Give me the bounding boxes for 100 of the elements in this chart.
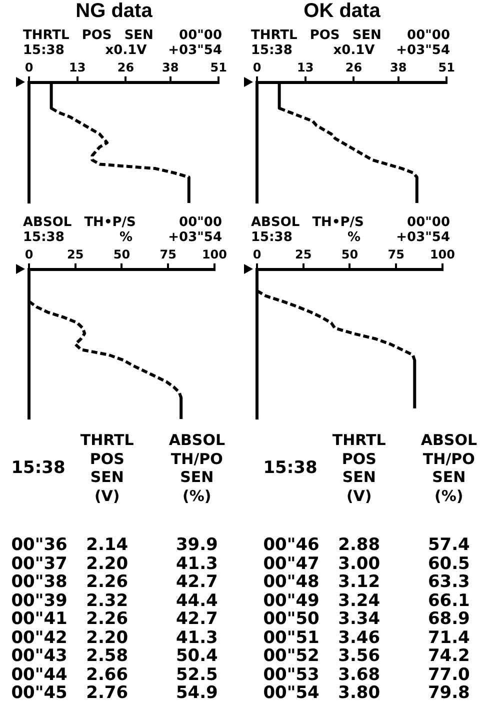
data-label: 2.66 [85, 664, 130, 684]
data-label: 71.4 [426, 628, 471, 648]
data-label: 41.3 [174, 554, 219, 574]
text: 15:38 [251, 43, 292, 58]
data-label: 60.5 [426, 554, 471, 574]
legend-label: THRTL POS SEN (V) [80, 431, 134, 504]
data-label: 57.4 [426, 535, 471, 555]
text: 15:38 [251, 230, 292, 245]
x-axis-title: THRTL POS SEN [251, 28, 382, 43]
x-tick-label: 25 [67, 247, 84, 262]
x-tick-label: 51 [438, 60, 455, 74]
category-label: 00"50 [263, 609, 320, 629]
category-label: 00"39 [11, 590, 68, 610]
x-tick-label: 0 [24, 60, 34, 74]
text: 15:38 [11, 458, 66, 478]
data-label: 2.20 [85, 628, 130, 648]
x-tick-label: 51 [210, 60, 227, 74]
x-tick-label: 75 [388, 247, 404, 262]
data-label: 3.24 [337, 590, 382, 610]
text: 00"00 [407, 215, 450, 230]
text: x0.1V [105, 43, 147, 58]
category-label: 00"52 [263, 646, 320, 666]
x-tick-label: 38 [162, 60, 179, 74]
x-tick-label: 0 [252, 60, 262, 74]
data-label: 44.4 [174, 590, 219, 610]
data-label: 2.14 [85, 535, 130, 555]
x-axis-title: THRTL POS SEN [23, 28, 154, 43]
category-label: 00"42 [11, 628, 68, 648]
text: +03"54 [168, 43, 222, 58]
category-label: 00"49 [263, 590, 320, 610]
legend-label: ABSOL TH/PO SEN (%) [168, 431, 225, 504]
category-label: 00"36 [11, 535, 68, 555]
data-label: 77.0 [426, 664, 471, 684]
x-tick-label: 0 [24, 247, 34, 262]
text: +03"54 [396, 43, 450, 58]
text: % [347, 230, 361, 245]
text: +03"54 [396, 230, 450, 245]
data-label: 68.9 [426, 609, 471, 629]
data-label: 42.7 [174, 609, 219, 629]
category-label: 00"38 [11, 572, 68, 592]
x-tick-label: 13 [68, 60, 86, 74]
x-axis-title: ABSOL TH•P/S [23, 215, 136, 230]
data-label: 3.34 [337, 609, 382, 629]
category-label: 00"46 [263, 535, 320, 555]
data-label: 3.68 [337, 664, 382, 684]
data-label: 3.80 [337, 683, 382, 703]
data-label: 74.2 [426, 646, 471, 666]
data-label: 63.3 [426, 572, 471, 592]
data-label: 2.76 [85, 683, 130, 703]
data-label: 54.9 [174, 683, 219, 703]
data-label: 52.5 [174, 664, 219, 684]
text: 15:38 [23, 230, 64, 245]
x-tick-label: 100 [430, 247, 456, 262]
text: 15:38 [23, 43, 64, 58]
text: 15:38 [263, 458, 318, 478]
category-label: 00"51 [263, 628, 320, 648]
x-axis-title: ABSOL TH•P/S [251, 215, 364, 230]
x-tick-label: 38 [390, 60, 407, 74]
x-tick-label: 0 [252, 247, 262, 262]
chart-title: OK data [304, 0, 380, 22]
data-label: 66.1 [426, 590, 471, 610]
data-label: 2.20 [85, 554, 130, 574]
category-label: 00"41 [11, 609, 68, 629]
data-label: 2.26 [85, 609, 130, 629]
data-label: 79.8 [426, 683, 471, 703]
x-tick-label: 26 [117, 60, 134, 74]
text: 00"00 [179, 28, 222, 43]
data-label: 50.4 [174, 646, 219, 666]
category-label: 00"37 [11, 554, 68, 574]
category-label: 00"53 [263, 664, 320, 684]
x-tick-label: 26 [345, 60, 362, 74]
chart-title: NG data [76, 0, 152, 22]
x-tick-label: 75 [160, 247, 176, 262]
category-label: 00"48 [263, 572, 320, 592]
data-label: 2.26 [85, 572, 130, 592]
data-label: 2.88 [337, 535, 382, 555]
data-label: 3.12 [337, 572, 382, 592]
data-label: 3.00 [337, 554, 382, 574]
x-tick-label: 50 [113, 247, 130, 262]
category-label: 00"47 [263, 554, 320, 574]
text: x0.1V [333, 43, 375, 58]
x-tick-label: 100 [202, 247, 228, 262]
category-label: 00"54 [263, 683, 320, 703]
data-label: 41.3 [174, 628, 219, 648]
data-label: 42.7 [174, 572, 219, 592]
text: +03"54 [168, 230, 222, 245]
text: % [119, 230, 133, 245]
data-label: 3.56 [337, 646, 382, 666]
text: 00"00 [407, 28, 450, 43]
data-label: 39.9 [174, 535, 219, 555]
data-label: 2.32 [85, 590, 130, 610]
text: 00"00 [179, 215, 222, 230]
x-tick-label: 25 [295, 247, 312, 262]
category-label: 00"44 [11, 664, 68, 684]
legend-label: THRTL POS SEN (V) [332, 431, 386, 504]
x-tick-label: 50 [341, 247, 358, 262]
legend-label: ABSOL TH/PO SEN (%) [420, 431, 477, 504]
data-label: 2.58 [85, 646, 130, 666]
x-tick-label: 13 [296, 60, 314, 74]
category-label: 00"43 [11, 646, 68, 666]
